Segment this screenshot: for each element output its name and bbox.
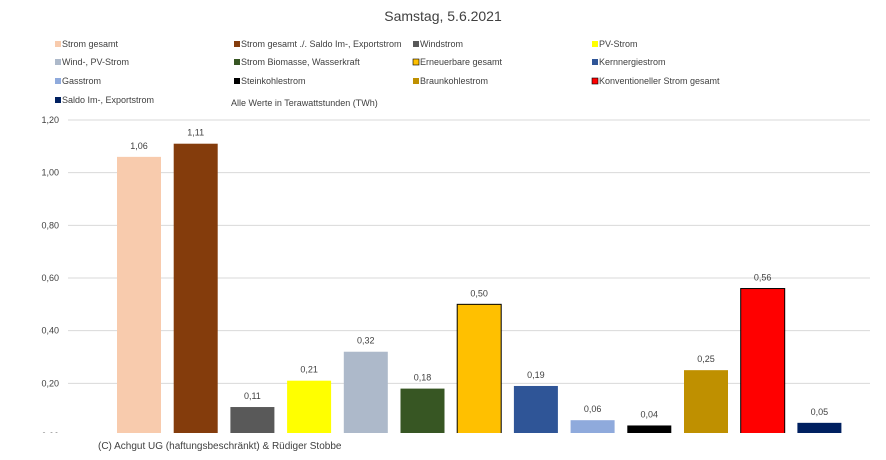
bar — [173, 143, 218, 436]
bar — [513, 385, 558, 436]
data-label: 0,04 — [641, 409, 659, 419]
legend-swatch — [591, 77, 599, 85]
legend-item: Strom gesamt — [62, 39, 119, 49]
y-tick-label: 0,20 — [41, 378, 59, 388]
chart-title: Samstag, 5.6.2021 — [384, 8, 502, 24]
legend-swatch — [234, 59, 240, 65]
legend-item: Gasstrom — [62, 76, 101, 86]
bar — [117, 156, 161, 436]
legend-item: Saldo Im-, Exportstrom — [62, 95, 154, 105]
legend-item: Erneuerbare gesamt — [420, 57, 503, 67]
copyright-background — [0, 433, 886, 460]
legend-swatch — [234, 78, 240, 84]
y-axis: 0,000,200,400,600,801,001,20 — [41, 115, 59, 441]
data-label: 1,06 — [130, 141, 148, 151]
legend-item: PV-Strom — [599, 39, 638, 49]
legend-swatch — [592, 59, 598, 65]
legend-item: Windstrom — [420, 39, 463, 49]
bar — [456, 303, 502, 437]
y-tick-label: 0,40 — [41, 326, 59, 336]
legend: Strom gesamt Strom gesamt ./. Saldo Im-, … — [55, 39, 720, 105]
data-label: 0,05 — [811, 407, 829, 417]
legend-swatch — [55, 97, 61, 103]
bar — [287, 380, 332, 436]
legend-swatch — [234, 41, 240, 47]
legend-item: Strom Biomasse, Wasserkraft — [241, 57, 360, 67]
copyright-text: (C) Achgut UG (haftungsbeschränkt) & Rüd… — [98, 441, 342, 452]
data-label: 0,11 — [244, 391, 261, 401]
legend-item: Kernnergiestrom — [599, 57, 666, 67]
y-tick-label: 1,20 — [41, 115, 59, 125]
legend-item: Steinkohlestrom — [241, 76, 306, 86]
legend-item: Strom gesamt ./. Saldo Im-, Exportstrom — [241, 39, 402, 49]
bar — [400, 388, 445, 436]
legend-swatch — [412, 58, 420, 66]
legend-item: Konventioneller Strom gesamt — [599, 76, 720, 86]
data-label: 1,11 — [187, 128, 204, 138]
legend-swatch — [413, 41, 419, 47]
bar — [627, 425, 672, 436]
legend-swatch — [55, 59, 61, 65]
y-tick-label: 0,80 — [41, 220, 59, 230]
bar — [740, 288, 786, 437]
data-label: 0,50 — [470, 288, 488, 298]
legend-swatch — [55, 41, 61, 47]
bars — [117, 143, 842, 437]
legend-item: Wind-, PV-Strom — [62, 57, 129, 67]
bar — [343, 351, 388, 436]
legend-swatch — [55, 78, 61, 84]
y-tick-label: 1,00 — [41, 168, 59, 178]
bar — [684, 370, 728, 436]
data-label: 0,21 — [300, 365, 318, 375]
data-label: 0,32 — [357, 336, 375, 346]
bar — [230, 407, 275, 436]
data-label: 0,25 — [697, 354, 715, 364]
data-labels: 1,06 1,11 0,11 0,21 0,32 0,18 0,50 0,19 0,06 0,04… — [130, 128, 828, 420]
bar — [570, 420, 615, 436]
data-label: 0,18 — [414, 373, 432, 383]
data-label: 0,19 — [527, 370, 545, 380]
legend-swatch — [413, 78, 419, 84]
units-note: Alle Werte in Terawattstunden (TWh) — [231, 98, 378, 108]
legend-item: Braunkohlestrom — [420, 76, 488, 86]
bar — [797, 422, 842, 436]
legend-swatch — [592, 41, 598, 47]
y-tick-label: 0,60 — [41, 273, 59, 283]
data-label: 0,56 — [754, 273, 772, 283]
data-label: 0,06 — [584, 404, 602, 414]
